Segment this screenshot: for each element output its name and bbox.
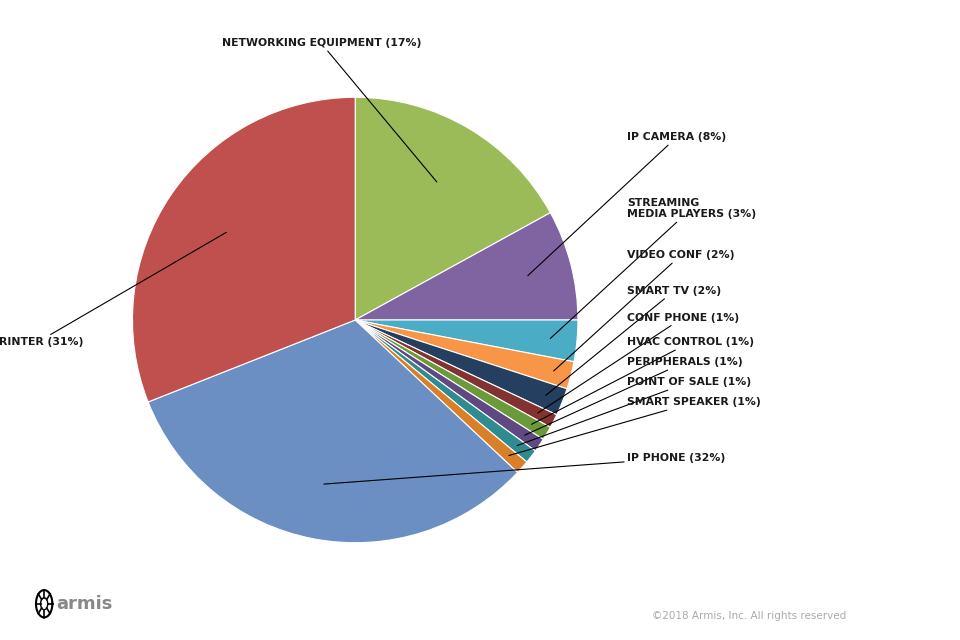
Wedge shape [355,320,536,462]
Text: POINT OF SALE (1%): POINT OF SALE (1%) [517,378,751,445]
Text: STREAMING
MEDIA PLAYERS (3%): STREAMING MEDIA PLAYERS (3%) [550,198,756,339]
Wedge shape [355,320,543,451]
Text: SMART TV (2%): SMART TV (2%) [545,286,721,396]
Wedge shape [355,320,567,415]
Text: PRINTER (31%): PRINTER (31%) [0,232,227,348]
Text: NETWORKING EQUIPMENT (17%): NETWORKING EQUIPMENT (17%) [222,38,437,182]
Wedge shape [355,320,557,428]
Wedge shape [132,97,355,402]
Wedge shape [355,320,578,362]
Text: IP CAMERA (8%): IP CAMERA (8%) [528,132,726,276]
Text: HVAC CONTROL (1%): HVAC CONTROL (1%) [532,337,754,424]
Wedge shape [355,320,574,389]
Wedge shape [355,320,550,439]
Text: CONF PHONE (1%): CONF PHONE (1%) [538,313,739,413]
Text: IP PHONE (32%): IP PHONE (32%) [324,453,725,484]
Text: VIDEO CONF (2%): VIDEO CONF (2%) [554,250,734,371]
Text: PERIPHERALS (1%): PERIPHERALS (1%) [525,357,742,435]
Wedge shape [355,320,527,472]
Wedge shape [148,320,517,543]
Text: armis: armis [57,595,113,612]
Wedge shape [355,212,578,320]
Text: ©2018 Armis, Inc. All rights reserved: ©2018 Armis, Inc. All rights reserved [652,611,846,621]
Wedge shape [355,97,550,320]
Text: SMART SPEAKER (1%): SMART SPEAKER (1%) [509,397,760,456]
